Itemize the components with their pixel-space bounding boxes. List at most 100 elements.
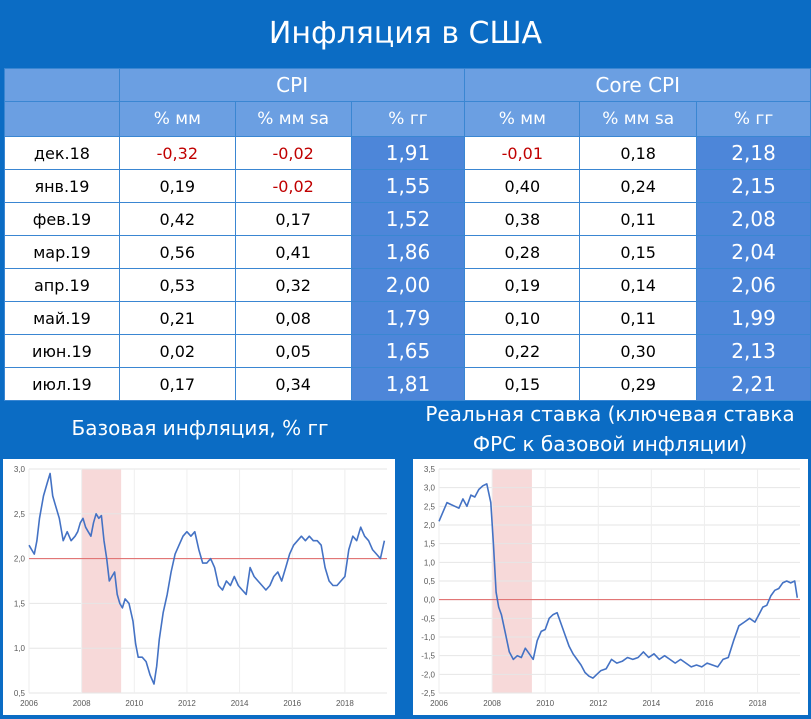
y-tick-label: 2,0 (14, 555, 26, 564)
y-tick-label: 1,5 (424, 540, 436, 549)
cell-cpi-mm: 0,53 (118, 268, 236, 302)
row-month-label: июн.19 (4, 334, 120, 368)
cell-cpi-mm-sa: 0,41 (234, 235, 352, 269)
row-month-label: апр.19 (4, 268, 120, 302)
table-row: фев.19 0,42 0,17 1,52 0,38 0,11 2,08 (4, 202, 811, 236)
cell-cpi-mm: 0,56 (118, 235, 236, 269)
table-corner-cell (4, 68, 120, 102)
table-row: янв.19 0,19 -0,02 1,55 0,40 0,24 2,15 (4, 169, 811, 203)
cell-core-mm-sa: 0,11 (579, 301, 698, 335)
x-tick-label: 2012 (178, 699, 196, 708)
cell-cpi-yy: 1,65 (350, 334, 466, 368)
cell-cpi-mm-sa: 0,17 (234, 202, 352, 236)
row-month-label: май.19 (4, 301, 120, 335)
cell-core-mm: 0,28 (464, 235, 581, 269)
inflation-table: CPI Core CPI % мм % мм sa % гг % мм % мм… (4, 68, 811, 401)
row-month-label: июл.19 (4, 367, 120, 401)
y-tick-label: 0,5 (424, 577, 436, 586)
table-row: апр.19 0,53 0,32 2,00 0,19 0,14 2,06 (4, 268, 811, 302)
y-tick-label: -2,5 (421, 689, 435, 698)
cell-core-yy: 2,04 (696, 235, 811, 269)
series-line (28, 472, 386, 685)
shaded-region (81, 469, 122, 693)
y-tick-label: -0,5 (421, 614, 435, 623)
chart-real-rate-svg: 3,5 3,0 2,5 2,0 1,5 1,0 0,5 0,0 -0,5 -1,0 -1,5 -2,0… (421, 465, 800, 708)
cell-cpi-mm-sa: 0,08 (234, 301, 352, 335)
cell-core-yy: 2,06 (696, 268, 811, 302)
cell-core-mm: -0,01 (464, 136, 581, 170)
subheader-corner-cell (4, 101, 120, 137)
x-tick-label: 2016 (696, 699, 714, 708)
row-month-label: дек.18 (4, 136, 120, 170)
x-tick-label: 2018 (336, 699, 354, 708)
subheader-core-yy: % гг (696, 101, 811, 137)
table-row: июл.19 0,17 0,34 1,81 0,15 0,29 2,21 (4, 367, 811, 401)
cell-core-yy: 2,21 (696, 367, 811, 401)
y-tick-label: 1,5 (14, 599, 26, 608)
subheader-cpi-mm-sa: % мм sa (234, 101, 352, 137)
x-tick-label: 2014 (642, 699, 660, 708)
cell-cpi-yy: 1,86 (350, 235, 466, 269)
cell-cpi-mm: 0,21 (118, 301, 236, 335)
row-month-label: янв.19 (4, 169, 120, 203)
y-tick-label: -2,0 (421, 670, 435, 679)
cell-core-yy: 1,99 (696, 301, 811, 335)
y-tick-label: -1,5 (421, 652, 435, 661)
row-month-label: мар.19 (4, 235, 120, 269)
cell-core-mm: 0,10 (464, 301, 581, 335)
table-body: дек.18 -0,32 -0,02 1,91 -0,01 0,18 2,18 янв.19 0… (4, 136, 811, 401)
cell-core-mm: 0,19 (464, 268, 581, 302)
cell-core-yy: 2,08 (696, 202, 811, 236)
cell-cpi-mm: 0,17 (118, 367, 236, 401)
cell-core-mm: 0,15 (464, 367, 581, 401)
y-tick-label: 2,5 (424, 502, 436, 511)
x-tick-label: 2012 (589, 699, 607, 708)
series-line (438, 483, 799, 679)
cell-cpi-yy: 1,81 (350, 367, 466, 401)
table-row: июн.19 0,02 0,05 1,65 0,22 0,30 2,13 (4, 334, 811, 368)
y-tick-label: -1,0 (421, 633, 435, 642)
group-header-core-cpi: Core CPI (464, 68, 811, 102)
x-tick-label: 2006 (430, 699, 448, 708)
cell-core-mm-sa: 0,30 (579, 334, 698, 368)
cell-cpi-mm-sa: -0,02 (234, 169, 352, 203)
cell-core-yy: 2,15 (696, 169, 811, 203)
table-row: мар.19 0,56 0,41 1,86 0,28 0,15 2,04 (4, 235, 811, 269)
cell-cpi-mm-sa: 0,32 (234, 268, 352, 302)
cell-cpi-mm-sa: 0,05 (234, 334, 352, 368)
cell-cpi-yy: 1,91 (350, 136, 466, 170)
x-tick-label: 2010 (536, 699, 554, 708)
y-tick-label: 2,0 (424, 521, 436, 530)
subheader-core-mm-sa: % мм sa (579, 101, 698, 137)
cell-core-mm-sa: 0,11 (579, 202, 698, 236)
y-tick-label: 1,0 (14, 644, 26, 653)
cell-cpi-yy: 1,55 (350, 169, 466, 203)
table-row: дек.18 -0,32 -0,02 1,91 -0,01 0,18 2,18 (4, 136, 811, 170)
cell-core-mm: 0,38 (464, 202, 581, 236)
cell-core-mm-sa: 0,15 (579, 235, 698, 269)
cell-cpi-mm: -0,32 (118, 136, 236, 170)
chart-title-real-rate: Реальная ставка (ключевая ставка ФРС к б… (425, 402, 795, 456)
x-tick-label: 2018 (749, 699, 767, 708)
x-tick-label: 2006 (20, 699, 38, 708)
cell-core-yy: 2,13 (696, 334, 811, 368)
group-header-cpi: CPI (118, 68, 466, 102)
cell-core-mm-sa: 0,24 (579, 169, 698, 203)
x-tick-label: 2008 (73, 699, 91, 708)
y-tick-label: 1,0 (424, 558, 436, 567)
y-tick-label: 0,0 (424, 596, 436, 605)
y-tick-label: 3,0 (14, 465, 26, 474)
cell-cpi-mm: 0,02 (118, 334, 236, 368)
cell-core-yy: 2,18 (696, 136, 811, 170)
y-tick-label: 3,0 (424, 484, 436, 493)
subheader-cpi-yy: % гг (350, 101, 466, 137)
row-month-label: фев.19 (4, 202, 120, 236)
cell-core-mm-sa: 0,29 (579, 367, 698, 401)
y-tick-label: 2,5 (14, 510, 26, 519)
y-tick-label: 0,5 (14, 689, 26, 698)
cell-cpi-yy: 1,79 (350, 301, 466, 335)
cell-core-mm: 0,40 (464, 169, 581, 203)
chart-title-core-inflation: Базовая инфляция, % гг (71, 416, 329, 440)
x-tick-label: 2014 (231, 699, 249, 708)
